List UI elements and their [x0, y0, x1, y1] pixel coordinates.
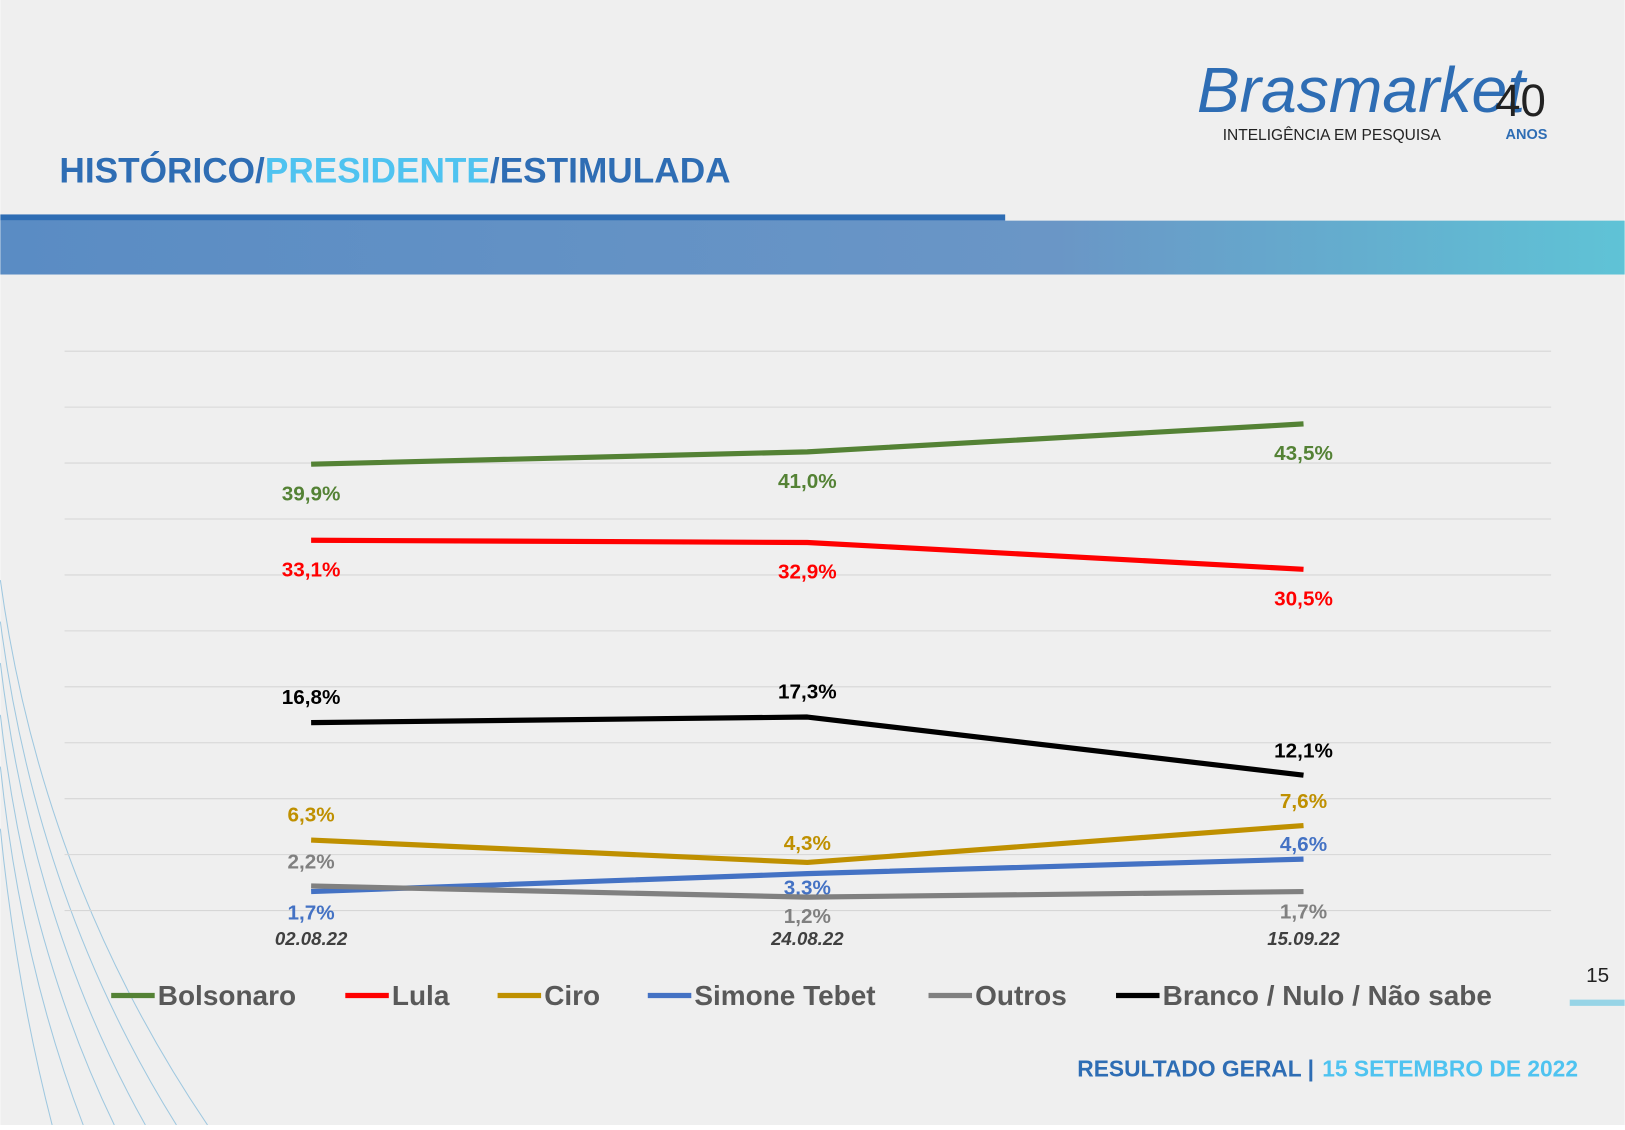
data-label: 2,2%	[288, 850, 335, 873]
data-label: 32,9%	[778, 561, 837, 584]
footer: RESULTADO GERAL | 15 SETEMBRO DE 2022	[1077, 1055, 1578, 1081]
logo-tagline: INTELIGÊNCIA EM PESQUISA	[1223, 127, 1442, 144]
data-label: 7,6%	[1280, 790, 1327, 813]
title-part: PRESIDENTE	[265, 151, 490, 190]
data-label: 4,6%	[1280, 833, 1327, 856]
x-tick-label: 15.09.22	[1267, 928, 1340, 949]
title-part: /ESTIMULADA	[490, 151, 731, 190]
band	[0, 220, 1625, 275]
legend-label: Outros	[975, 980, 1067, 1011]
series-line	[311, 421, 1304, 467]
series-line	[311, 537, 1304, 572]
logo-badge: 40	[1495, 75, 1546, 126]
title: HISTÓRICO/PRESIDENTE/ESTIMULADA	[59, 150, 730, 190]
title-part: HISTÓRICO/	[59, 150, 265, 190]
logo-badge-sub: ANOS	[1506, 127, 1548, 143]
x-tick-label: 02.08.22	[275, 928, 348, 949]
legend-label: Ciro	[544, 980, 600, 1011]
series-line	[311, 856, 1304, 895]
data-label: 30,5%	[1274, 588, 1333, 611]
series-line	[311, 714, 1304, 778]
legend-label: Bolsonaro	[158, 980, 296, 1011]
series-line	[311, 822, 1304, 866]
page-number: 15	[1586, 964, 1609, 987]
data-label: 16,8%	[282, 686, 341, 709]
data-label: 4,3%	[784, 832, 831, 855]
decoration	[0, 580, 1625, 1126]
legend-label: Simone Tebet	[694, 980, 875, 1011]
data-label: 12,1%	[1274, 740, 1333, 763]
legend-label: Branco / Nulo / Não sabe	[1163, 980, 1492, 1011]
data-label: 39,9%	[282, 482, 341, 505]
data-label: 6,3%	[288, 803, 335, 826]
footer-right: 15 SETEMBRO DE 2022	[1322, 1055, 1578, 1081]
data-label: 33,1%	[282, 559, 341, 582]
x-tick-label: 24.08.22	[770, 928, 844, 949]
legend-label: Lula	[392, 980, 450, 1011]
rule	[0, 214, 1006, 221]
data-label: 1,2%	[784, 905, 831, 928]
data-label: 17,3%	[778, 680, 837, 703]
data-label: 1,7%	[1280, 900, 1327, 923]
data-label: 43,5%	[1274, 442, 1333, 465]
data-label: 3,3%	[784, 876, 831, 899]
logo: Brasmarket	[1197, 54, 1528, 126]
data-label: 1,7%	[288, 902, 335, 925]
series-line	[311, 883, 1304, 900]
footer-left: RESULTADO GERAL |	[1077, 1055, 1314, 1081]
data-label: 41,0%	[778, 470, 837, 493]
